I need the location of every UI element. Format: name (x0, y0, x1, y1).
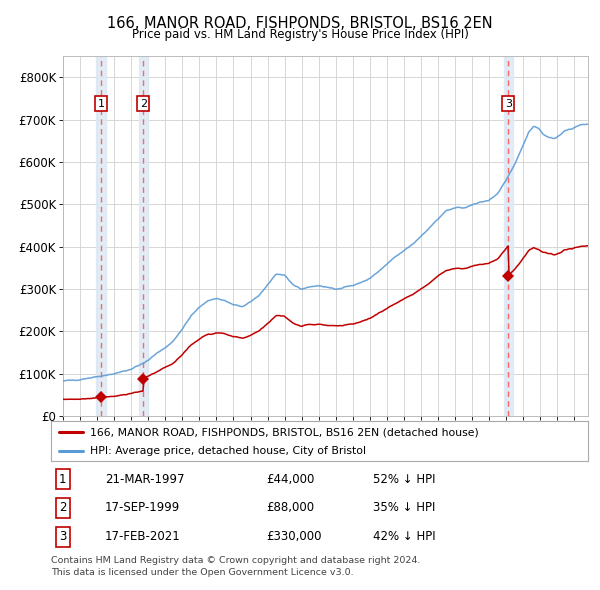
Text: 17-FEB-2021: 17-FEB-2021 (105, 530, 181, 543)
Bar (96, 56, 106, 416)
Text: Price paid vs. HM Land Registry's House Price Index (HPI): Price paid vs. HM Land Registry's House … (131, 28, 469, 41)
Text: £330,000: £330,000 (266, 530, 322, 543)
Text: 2: 2 (59, 502, 67, 514)
Text: This data is licensed under the Open Government Licence v3.0.: This data is licensed under the Open Gov… (51, 568, 353, 576)
Bar (139, 56, 148, 416)
Text: 3: 3 (59, 530, 67, 543)
Text: 21-MAR-1997: 21-MAR-1997 (105, 473, 184, 486)
Text: 3: 3 (505, 99, 512, 109)
Text: 52% ↓ HPI: 52% ↓ HPI (373, 473, 436, 486)
Text: 1: 1 (59, 473, 67, 486)
Text: 17-SEP-1999: 17-SEP-1999 (105, 502, 180, 514)
Text: 1: 1 (97, 99, 104, 109)
Text: £88,000: £88,000 (266, 502, 314, 514)
Text: 35% ↓ HPI: 35% ↓ HPI (373, 502, 436, 514)
Text: 42% ↓ HPI: 42% ↓ HPI (373, 530, 436, 543)
Text: HPI: Average price, detached house, City of Bristol: HPI: Average price, detached house, City… (89, 447, 365, 456)
Text: £44,000: £44,000 (266, 473, 314, 486)
Text: 2: 2 (140, 99, 147, 109)
Text: 166, MANOR ROAD, FISHPONDS, BRISTOL, BS16 2EN (detached house): 166, MANOR ROAD, FISHPONDS, BRISTOL, BS1… (89, 427, 478, 437)
Text: 166, MANOR ROAD, FISHPONDS, BRISTOL, BS16 2EN: 166, MANOR ROAD, FISHPONDS, BRISTOL, BS1… (107, 16, 493, 31)
Bar (504, 56, 513, 416)
Text: Contains HM Land Registry data © Crown copyright and database right 2024.: Contains HM Land Registry data © Crown c… (51, 556, 421, 565)
